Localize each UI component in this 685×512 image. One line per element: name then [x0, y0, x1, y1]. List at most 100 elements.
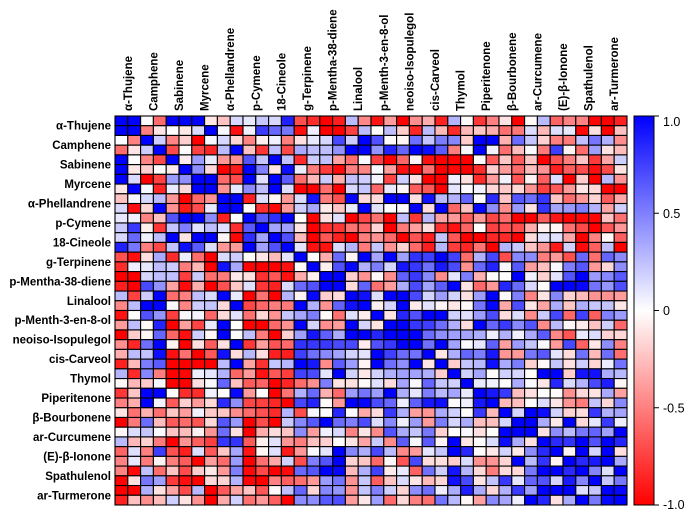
heatmap-cell — [344, 358, 359, 370]
column-label: p-Menth-3-en-8-ol — [379, 15, 391, 111]
heatmap-cell — [396, 455, 410, 467]
heatmap-cell — [575, 271, 590, 282]
heatmap-cell — [204, 183, 218, 195]
heatmap-cell — [421, 173, 436, 185]
heatmap-cell — [524, 339, 538, 350]
heatmap-cell — [242, 232, 257, 243]
heatmap-cell — [536, 300, 551, 312]
heatmap-cell — [485, 212, 500, 224]
heatmap-cell — [178, 397, 193, 409]
heatmap-cell — [600, 436, 615, 448]
column-labels: α-Thujene Camphene Sabinene Myrcene α-Phella… — [123, 9, 621, 111]
heatmap-cell — [434, 183, 449, 195]
heatmap-cell — [165, 416, 180, 428]
heatmap-cell — [434, 329, 449, 341]
heatmap-cell — [370, 465, 385, 477]
heatmap-cell — [536, 202, 551, 214]
heatmap-cell — [613, 329, 628, 341]
heatmap-cell — [536, 144, 551, 156]
heatmap-cell — [332, 465, 346, 477]
heatmap-cell — [370, 144, 385, 156]
heatmap-cell — [191, 125, 206, 136]
heatmap-cell — [524, 446, 538, 457]
heatmap-cell — [562, 271, 577, 282]
heatmap-cell — [357, 426, 372, 438]
heatmap-cell — [280, 144, 295, 156]
heatmap-cell — [575, 416, 590, 428]
heatmap-cell — [370, 261, 385, 273]
heatmap-cell — [114, 271, 129, 282]
heatmap-cell — [396, 125, 410, 136]
heatmap-cell — [421, 154, 436, 166]
heatmap-cell — [178, 125, 193, 136]
heatmap-cell — [293, 261, 308, 273]
heatmap-cell — [319, 329, 334, 341]
heatmap-cell — [498, 329, 513, 341]
heatmap-cell — [600, 494, 615, 506]
heatmap-cell — [344, 241, 359, 253]
heatmap-cell — [165, 202, 180, 214]
heatmap-cell — [408, 115, 423, 127]
heatmap-cell — [511, 309, 526, 321]
heatmap-cell — [536, 241, 551, 253]
heatmap-cell — [204, 251, 218, 263]
heatmap-cell — [165, 368, 180, 380]
heatmap-cell — [511, 426, 526, 438]
heatmap-cell — [280, 300, 295, 312]
heatmap-cell — [575, 134, 590, 146]
heatmap-cell — [536, 212, 551, 224]
row-label: Sabinene — [60, 160, 111, 172]
heatmap-cell — [575, 436, 590, 448]
heatmap-cell — [383, 232, 398, 243]
heatmap-cell — [472, 271, 487, 282]
heatmap-cell — [370, 426, 385, 438]
heatmap-cell — [421, 484, 436, 496]
heatmap-cell — [306, 134, 321, 146]
heatmap-cell — [562, 446, 577, 457]
heatmap-cell — [268, 290, 282, 302]
heatmap-cell — [434, 348, 449, 360]
heatmap-cell — [562, 134, 577, 146]
heatmap-cell — [357, 154, 372, 166]
heatmap-cell — [575, 494, 590, 506]
heatmap-cell — [588, 232, 602, 243]
heatmap-cell — [575, 484, 590, 496]
heatmap-cell — [613, 154, 628, 166]
heatmap-cell — [114, 494, 129, 506]
heatmap-cell — [511, 164, 526, 175]
heatmap-cell — [216, 426, 231, 438]
heatmap-cell — [370, 241, 385, 253]
heatmap-cell — [280, 251, 295, 263]
heatmap-cell — [562, 339, 577, 350]
heatmap-cell — [127, 465, 142, 477]
heatmap-cell — [511, 261, 526, 273]
heatmap-cell — [600, 134, 615, 146]
heatmap-cell — [370, 164, 385, 175]
heatmap-cell — [216, 329, 231, 341]
heatmap-cell — [293, 416, 308, 428]
heatmap-cell — [613, 407, 628, 419]
heatmap-cell — [178, 339, 193, 350]
heatmap-cell — [242, 416, 257, 428]
heatmap-cell — [549, 154, 564, 166]
heatmap-cell — [255, 280, 270, 292]
heatmap-cell — [434, 426, 449, 438]
heatmap-cell — [319, 115, 334, 127]
heatmap-cell — [383, 348, 398, 360]
heatmap-cell — [306, 368, 321, 380]
heatmap-cell — [421, 416, 436, 428]
heatmap-cell — [575, 183, 590, 195]
heatmap-cell — [165, 125, 180, 136]
heatmap-cell — [306, 222, 321, 234]
heatmap-cell — [127, 475, 142, 487]
heatmap-cell — [229, 290, 244, 302]
heatmap-cell — [600, 202, 615, 214]
heatmap-cell — [319, 484, 334, 496]
heatmap-cell — [306, 329, 321, 341]
heatmap-cell — [242, 241, 257, 253]
heatmap-cell — [434, 339, 449, 350]
heatmap-cell — [229, 348, 244, 360]
heatmap-cell — [165, 154, 180, 166]
heatmap-cell — [396, 387, 410, 399]
heatmap-cell — [332, 125, 346, 136]
